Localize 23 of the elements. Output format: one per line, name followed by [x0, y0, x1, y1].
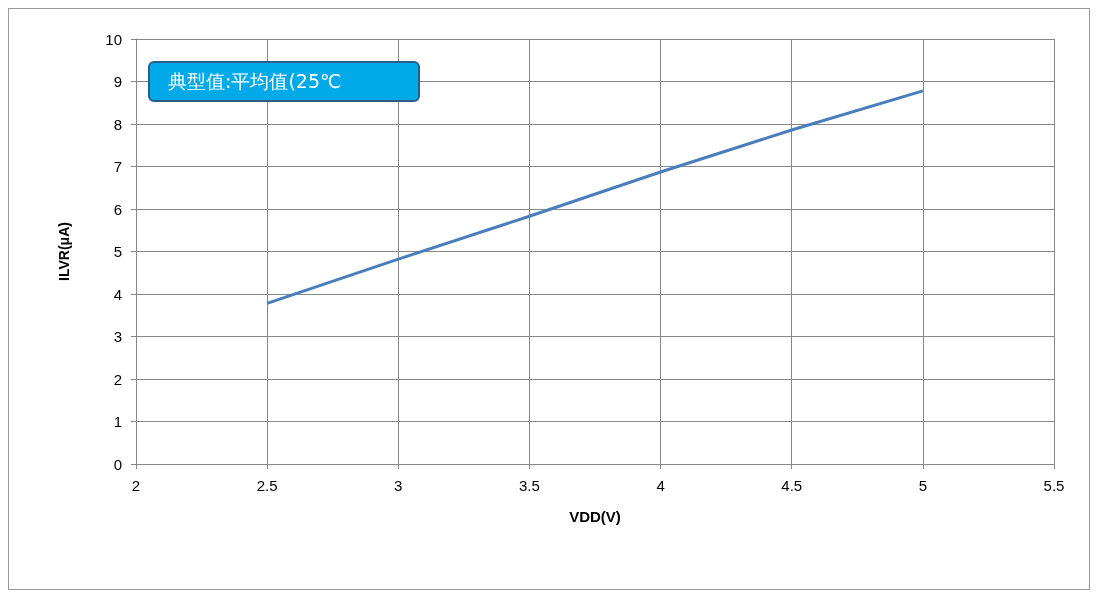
y-tick-label: 4	[113, 285, 122, 303]
y-tick-label: 9	[113, 73, 122, 90]
y-tick-label: 5	[113, 243, 122, 260]
y-tick-label: 7	[113, 158, 122, 175]
x-tick-label: 5	[918, 477, 928, 494]
x-tick-label: 4	[656, 477, 665, 494]
line-series	[265, 89, 925, 305]
y-tick-label: 10	[105, 30, 122, 48]
y-tick-label: 0	[113, 455, 122, 473]
x-tick-label: 3	[394, 477, 403, 494]
x-tick-label: 2	[131, 477, 141, 494]
y-axis-title: ILVR(μA)	[56, 222, 72, 281]
x-tick-label: 4.5	[781, 477, 803, 494]
y-tick-label: 8	[113, 115, 122, 133]
x-axis-title: VDD(V)	[569, 508, 621, 525]
y-tick-label: 2	[113, 370, 122, 388]
y-tick-label: 1	[113, 413, 122, 430]
x-tick-label: 3.5	[519, 477, 540, 494]
callout-box: 典型值:平均值(25℃	[148, 61, 420, 102]
x-tick-label: 5.5	[1043, 477, 1065, 494]
y-tick-label: 3	[113, 328, 122, 345]
y-tick-label: 6	[113, 200, 122, 218]
x-tick-label: 2.5	[256, 477, 278, 494]
